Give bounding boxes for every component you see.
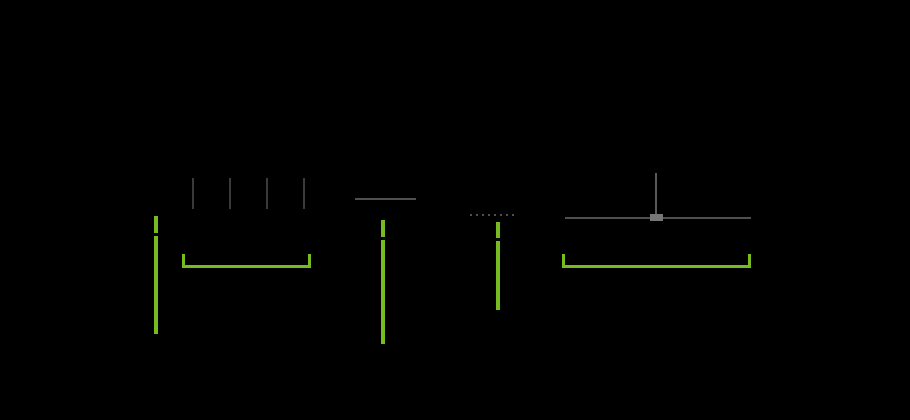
- green-marker-middle-dash-a: [381, 220, 385, 237]
- t-connector-node: [650, 214, 663, 221]
- tick-mark-2: [229, 178, 231, 209]
- green-marker-right-solid: [496, 256, 500, 310]
- green-bracket-right: [562, 254, 751, 268]
- green-bracket-left: [182, 254, 311, 268]
- green-marker-left-solid: [154, 252, 158, 334]
- tick-mark-1: [192, 178, 194, 209]
- dotted-rule: [470, 214, 518, 216]
- green-marker-middle-solid: [381, 256, 385, 344]
- tick-mark-4: [303, 178, 305, 209]
- tick-mark-3: [266, 178, 268, 209]
- green-marker-right-dash-b: [496, 241, 500, 257]
- green-marker-left-dash-a: [154, 216, 158, 233]
- green-marker-right-dash-a: [496, 222, 500, 238]
- green-marker-middle-dash-b: [381, 240, 385, 257]
- t-connector-stem: [655, 173, 657, 218]
- green-marker-left-dash-b: [154, 236, 158, 253]
- solid-rule: [355, 198, 416, 200]
